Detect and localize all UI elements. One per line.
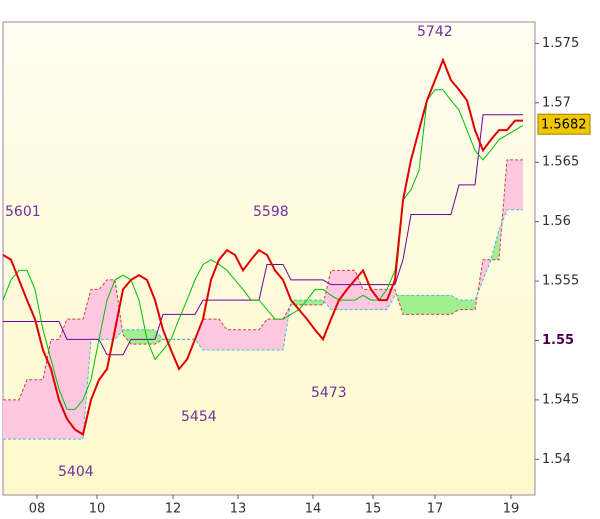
cloud <box>235 329 243 351</box>
cloud <box>331 270 339 310</box>
cloud <box>267 319 275 351</box>
last-price-label: 1.5682 <box>541 118 587 133</box>
x-tick-label: 17 <box>427 502 444 517</box>
cloud <box>3 399 11 440</box>
cloud <box>83 289 91 440</box>
y-tick-label: 1.545 <box>542 392 579 407</box>
cloud <box>51 339 59 440</box>
cloud <box>219 319 227 351</box>
cloud <box>99 279 107 340</box>
cloud <box>515 159 523 210</box>
cloud <box>483 259 491 280</box>
cloud <box>275 319 283 351</box>
cloud <box>459 300 467 310</box>
cloud <box>315 300 323 305</box>
y-tick-label: 1.565 <box>542 155 579 170</box>
y-tick-label: 1.575 <box>542 36 579 51</box>
x-tick-label: 15 <box>365 502 382 517</box>
annotation: 5598 <box>253 204 289 220</box>
cloud <box>211 319 219 351</box>
cloud <box>507 159 515 210</box>
cloud <box>435 295 443 315</box>
cloud <box>11 399 19 440</box>
cloud <box>19 379 27 440</box>
cloud <box>451 295 459 315</box>
cloud <box>91 289 99 340</box>
cloud <box>259 319 267 351</box>
y-tick-label: 1.57 <box>542 95 571 110</box>
cloud <box>59 319 67 440</box>
annotation: 5454 <box>181 409 217 425</box>
x-tick-label: 13 <box>230 502 247 517</box>
last-price-box <box>537 113 591 135</box>
cloud <box>147 329 155 345</box>
y-tick-label: 1.54 <box>542 452 571 467</box>
cloud <box>203 319 211 351</box>
annotation: 5601 <box>5 204 41 220</box>
plot <box>3 57 524 440</box>
cloud <box>411 295 419 315</box>
series-line <box>3 159 523 401</box>
series-line <box>3 57 523 436</box>
cloud <box>307 300 315 305</box>
cloud <box>443 295 451 315</box>
x-tick-label: 12 <box>165 502 182 517</box>
cloud <box>27 379 35 440</box>
x-tick-label: 08 <box>29 502 46 517</box>
cloud <box>123 329 131 345</box>
cloud <box>419 295 427 315</box>
x-tick-label: 19 <box>503 502 520 517</box>
cloud <box>403 295 411 315</box>
cloud <box>251 329 259 351</box>
cloud <box>131 329 139 345</box>
cloud <box>427 295 435 315</box>
y-tick-label: 1.56 <box>542 214 571 229</box>
cloud <box>299 300 307 305</box>
y-tick-label: 1.55 <box>542 333 574 348</box>
cloud <box>347 270 355 310</box>
annotation: 5473 <box>311 385 347 401</box>
cloud <box>363 289 371 310</box>
cloud <box>371 289 379 310</box>
x-tick-label: 10 <box>89 502 106 517</box>
cloud <box>467 300 475 310</box>
cloud <box>227 329 235 351</box>
annotation: 5404 <box>58 464 94 480</box>
cloud <box>323 270 331 310</box>
cloud <box>35 379 43 440</box>
y-tick-label: 1.555 <box>542 274 579 289</box>
series-line <box>3 114 523 356</box>
cloud <box>243 329 251 351</box>
series-line <box>3 209 523 440</box>
series-line <box>3 89 524 410</box>
cloud <box>355 270 363 310</box>
x-tick-label: 14 <box>305 502 322 517</box>
cloud <box>139 329 147 345</box>
cloud <box>75 319 83 440</box>
annotation: 5742 <box>417 24 453 40</box>
